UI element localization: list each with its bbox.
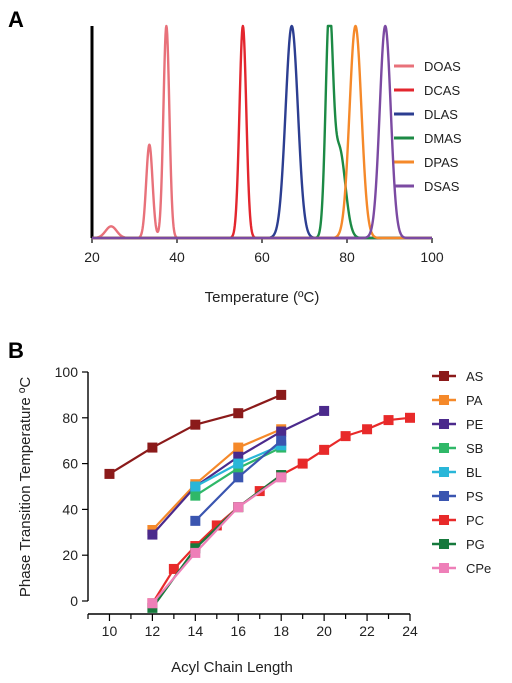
y-tick-label: 20 — [62, 547, 78, 563]
legend-marker-pc — [439, 515, 449, 525]
legend-label-sb: SB — [466, 441, 483, 456]
panel-a: A 20 40 60 80 100 Temperature (ºC) DOAS DCAS DLAS… — [8, 7, 462, 306]
legend-marker-as — [439, 371, 449, 381]
data-point-pc — [340, 431, 351, 442]
y-tick-label: 40 — [62, 501, 78, 517]
series-line-cpe — [151, 476, 282, 605]
x-tick-label: 12 — [145, 623, 161, 639]
data-point-as — [276, 389, 287, 400]
data-point-pc — [319, 444, 330, 455]
data-point-pc — [362, 424, 373, 435]
legend-marker-pe — [439, 419, 449, 429]
legend-label-ps: PS — [466, 489, 484, 504]
x-tick-label: 18 — [273, 623, 289, 639]
data-point-cpe — [190, 547, 201, 558]
data-point-cpe — [276, 472, 287, 483]
x-tick-label: 20 — [84, 249, 100, 265]
legend-label-dlas: DLAS — [424, 107, 458, 122]
data-point-as — [147, 442, 158, 453]
x-tick-label: 16 — [230, 623, 246, 639]
data-point-ps — [233, 472, 244, 483]
legend-marker-pa — [439, 395, 449, 405]
legend-label-pa: PA — [466, 393, 483, 408]
legend-label-bl: BL — [466, 465, 482, 480]
x-tick-label: 24 — [402, 623, 418, 639]
legend-label-pc: PC — [466, 513, 484, 528]
legend-label-cpe: CPe — [466, 561, 491, 576]
legend-label-dcas: DCAS — [424, 83, 460, 98]
legend-label-doas: DOAS — [424, 59, 461, 74]
y-tick-label: 0 — [70, 593, 78, 609]
data-point-cpe — [147, 598, 158, 609]
y-tick-label: 80 — [62, 410, 78, 426]
x-tick-label: 10 — [102, 623, 118, 639]
data-point-ps — [190, 515, 201, 526]
legend-marker-bl — [439, 467, 449, 477]
x-tick-label: 80 — [339, 249, 355, 265]
data-point-bl — [233, 458, 244, 469]
x-tick-label: 22 — [359, 623, 375, 639]
x-tick-label: 100 — [420, 249, 444, 265]
x-tick-label: 40 — [169, 249, 185, 265]
data-point-pe — [233, 451, 244, 462]
data-point-pe — [276, 426, 287, 437]
data-point-pc — [405, 412, 415, 423]
series-line-dsas — [91, 24, 433, 240]
y-tick-label: 100 — [55, 364, 79, 380]
x-tick-label: 60 — [254, 249, 270, 265]
panel-b: B 0 20 40 60 80 100 10 12 14 16 18 20 22 24 Acyl Chain … — [8, 338, 491, 676]
y-axis-label: Phase Transition Temperature ºC — [17, 377, 34, 597]
data-point-pe — [147, 529, 158, 540]
legend-marker-ps — [439, 491, 449, 501]
data-point-cpe — [233, 502, 244, 513]
data-point-as — [190, 419, 201, 430]
y-tick-label: 60 — [62, 456, 78, 472]
legend-label-dmas: DMAS — [424, 131, 462, 146]
data-point-pc — [168, 563, 179, 574]
legend-marker-pg — [439, 539, 449, 549]
series-line-pa — [151, 428, 282, 531]
legend-label-dsas: DSAS — [424, 179, 460, 194]
data-point-sb — [190, 490, 201, 501]
x-axis-label: Acyl Chain Length — [171, 659, 293, 676]
data-point-bl — [190, 481, 201, 492]
data-point-pc — [383, 415, 394, 426]
x-axis-label: Temperature (ºC) — [205, 289, 320, 306]
panel-label: B — [8, 338, 24, 363]
data-point-pa — [233, 442, 244, 453]
data-point-as — [104, 468, 115, 479]
legend-label-pg: PG — [466, 537, 485, 552]
legend-label-pe: PE — [466, 417, 484, 432]
legend-label-dpas: DPAS — [424, 155, 459, 170]
data-point-ps — [276, 435, 287, 446]
legend-label-as: AS — [466, 369, 484, 384]
legend-marker-sb — [439, 443, 449, 453]
x-tick-label: 14 — [188, 623, 204, 639]
panel-label: A — [8, 7, 24, 32]
x-tick-label: 20 — [316, 623, 332, 639]
data-point-as — [233, 408, 244, 419]
data-point-pc — [297, 458, 308, 469]
legend-marker-cpe — [439, 563, 449, 573]
data-point-pe — [319, 405, 330, 416]
data-point-pc — [211, 520, 222, 531]
